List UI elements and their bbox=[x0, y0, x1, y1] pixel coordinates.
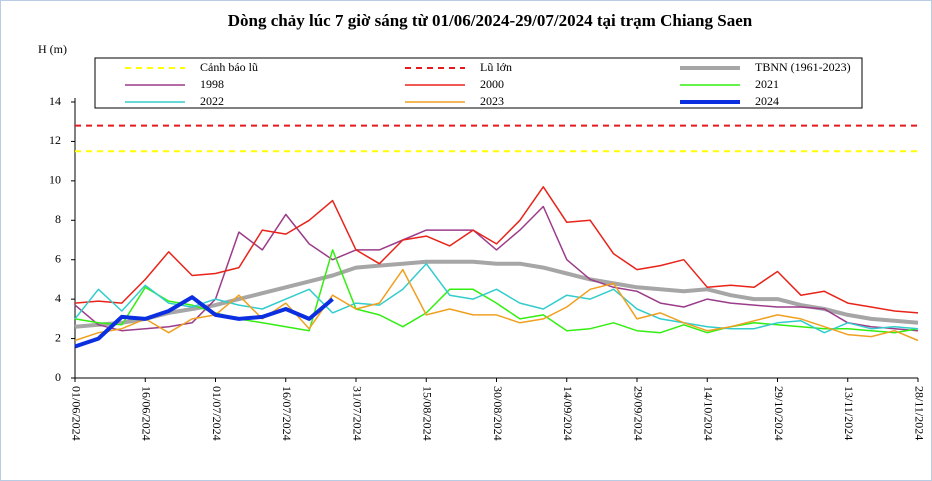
legend-label: TBNN (1961-2023) bbox=[755, 60, 851, 74]
legend-label: 2024 bbox=[755, 94, 779, 108]
y-axis-label: H (m) bbox=[38, 42, 67, 56]
x-tick-label: 14/10/2024 bbox=[702, 386, 716, 441]
x-tick-label: 15/08/2024 bbox=[421, 386, 435, 441]
x-tick-label: 01/07/2024 bbox=[210, 386, 224, 441]
y-tick-label: 8 bbox=[55, 212, 61, 226]
legend-label: 2021 bbox=[755, 77, 779, 91]
chart-title: Dòng chảy lúc 7 giờ sáng từ 01/06/2024-2… bbox=[228, 11, 753, 30]
x-tick-label: 01/06/2024 bbox=[69, 386, 83, 441]
series-line bbox=[74, 262, 919, 334]
x-tick-label: 30/08/2024 bbox=[491, 386, 505, 441]
series-line bbox=[74, 295, 334, 349]
x-tick-label: 14/09/2024 bbox=[561, 386, 575, 441]
legend-label: Lũ lớn bbox=[480, 60, 512, 74]
series-line bbox=[74, 259, 919, 329]
x-tick-label: 29/09/2024 bbox=[631, 386, 645, 441]
y-tick-label: 10 bbox=[49, 173, 61, 187]
y-tick-label: 6 bbox=[55, 251, 61, 265]
x-tick-label: 29/10/2024 bbox=[772, 386, 786, 441]
legend-label: Cảnh báo lũ bbox=[200, 60, 258, 74]
x-tick-label: 16/06/2024 bbox=[140, 386, 154, 441]
y-tick-label: 4 bbox=[55, 291, 61, 305]
y-tick-label: 0 bbox=[55, 370, 61, 384]
legend-label: 2022 bbox=[200, 94, 224, 108]
legend-label: 2000 bbox=[480, 77, 504, 91]
y-tick-label: 12 bbox=[49, 133, 61, 147]
x-tick-label: 16/07/2024 bbox=[280, 386, 294, 441]
series-line bbox=[74, 186, 919, 314]
x-tick-label: 28/11/2024 bbox=[912, 386, 926, 440]
legend-label: 2023 bbox=[480, 94, 504, 108]
y-tick-label: 2 bbox=[55, 330, 61, 344]
x-tick-label: 31/07/2024 bbox=[350, 386, 364, 441]
x-tick-label: 13/11/2024 bbox=[842, 386, 856, 440]
y-tick-label: 14 bbox=[49, 94, 61, 108]
legend-label: 1998 bbox=[200, 77, 224, 91]
